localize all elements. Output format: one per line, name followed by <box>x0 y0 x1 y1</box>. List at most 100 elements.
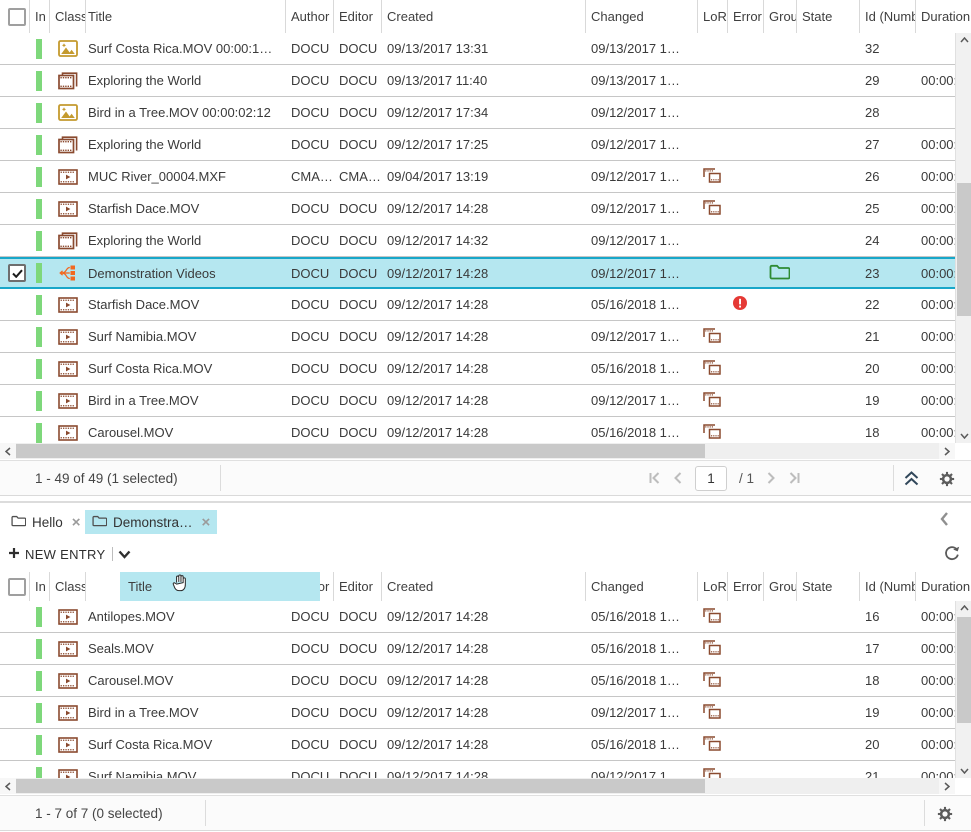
scroll-left-arrow-icon[interactable] <box>0 778 16 794</box>
column-header-state[interactable]: State <box>797 572 860 601</box>
column-header-id[interactable]: Id (Numb <box>860 572 916 601</box>
column-header-error[interactable]: Error <box>728 0 764 33</box>
panel-collapse-button[interactable] <box>939 511 949 532</box>
column-header-created[interactable]: Created <box>382 0 586 33</box>
row-select-cell[interactable] <box>0 633 30 664</box>
column-header-author[interactable]: Author <box>286 0 334 33</box>
scroll-down-arrow-icon[interactable] <box>956 764 971 778</box>
row-select-cell[interactable] <box>0 193 30 224</box>
column-header-id[interactable]: Id (Numb <box>860 0 916 33</box>
scroll-right-arrow-icon[interactable] <box>939 443 955 459</box>
panel-divider[interactable] <box>0 501 971 503</box>
top-horizontal-scrollbar[interactable] <box>0 443 955 459</box>
top-vertical-scrollbar[interactable] <box>955 33 971 443</box>
column-header-select[interactable] <box>0 0 30 33</box>
collapse-panel-button[interactable] <box>903 471 920 489</box>
table-row[interactable]: Exploring the World DOCU DOCU 09/12/2017 14… <box>0 225 955 257</box>
table-row[interactable]: Carousel.MOV DOCU DOCU 09/12/2017 14:28 05/1… <box>0 417 955 443</box>
table-row[interactable]: Bird in a Tree.MOV DOCU DOCU 09/12/2017 14:… <box>0 697 955 729</box>
row-select-cell[interactable] <box>0 225 30 256</box>
column-header-class[interactable]: Class <box>50 0 86 33</box>
column-header-editor[interactable]: Editor <box>334 572 382 601</box>
row-select-cell[interactable] <box>0 761 30 778</box>
table-row[interactable]: Bird in a Tree.MOV 00:00:02:12 DOCU DOCU 09… <box>0 97 955 129</box>
column-header-changed[interactable]: Changed <box>586 0 698 33</box>
row-select-cell[interactable] <box>0 321 30 352</box>
row-select-cell[interactable] <box>0 353 30 384</box>
table-row[interactable]: Antilopes.MOV DOCU DOCU 09/12/2017 14:28 05/… <box>0 601 955 633</box>
table-row[interactable]: Surf Costa Rica.MOV DOCU DOCU 09/12/2017 14… <box>0 729 955 761</box>
row-select-cell[interactable] <box>0 259 30 287</box>
column-header-class[interactable]: Class <box>50 572 86 601</box>
scrollbar-thumb[interactable] <box>16 444 705 458</box>
row-select-cell[interactable] <box>0 289 30 320</box>
scrollbar-thumb[interactable] <box>957 617 971 723</box>
close-icon[interactable]: × <box>71 513 81 531</box>
next-page-button[interactable] <box>766 472 776 484</box>
last-page-button[interactable] <box>788 472 801 484</box>
column-header-created[interactable]: Created <box>382 572 586 601</box>
row-select-cell[interactable] <box>0 729 30 760</box>
row-select-cell[interactable] <box>0 65 30 96</box>
table-row[interactable]: Bird in a Tree.MOV DOCU DOCU 09/12/2017 14:… <box>0 385 955 417</box>
column-header-grou[interactable]: Grou <box>764 0 797 33</box>
row-select-cell[interactable] <box>0 129 30 160</box>
dragged-column-header[interactable]: Title <box>120 572 320 601</box>
scroll-down-arrow-icon[interactable] <box>956 429 971 443</box>
checkbox-checked-icon[interactable] <box>8 264 26 282</box>
tab-demonstration[interactable]: Demonstra… × <box>85 510 218 534</box>
settings-button[interactable] <box>938 470 956 491</box>
row-select-cell[interactable] <box>0 33 30 64</box>
column-header-error[interactable]: Error <box>728 572 764 601</box>
table-row[interactable]: Surf Costa Rica.MOV 00:00:1… DOCU DOCU 09/1… <box>0 33 955 65</box>
tab-hello[interactable]: Hello × <box>4 510 88 534</box>
table-row[interactable]: Surf Namibia.MOV DOCU DOCU 09/12/2017 14:28… <box>0 761 955 778</box>
first-page-button[interactable] <box>648 472 661 484</box>
table-row[interactable]: Seals.MOV DOCU DOCU 09/12/2017 14:28 05/16/2… <box>0 633 955 665</box>
scroll-left-arrow-icon[interactable] <box>0 443 16 459</box>
row-select-cell[interactable] <box>0 697 30 728</box>
new-entry-button[interactable]: NEW ENTRY <box>8 538 131 570</box>
scroll-up-arrow-icon[interactable] <box>956 33 971 47</box>
row-select-cell[interactable] <box>0 161 30 192</box>
column-header-duration[interactable]: Duration <box>916 0 971 33</box>
table-row[interactable]: Carousel.MOV DOCU DOCU 09/12/2017 14:28 05/1… <box>0 665 955 697</box>
table-row[interactable]: Starfish Dace.MOV DOCU DOCU 09/12/2017 14:2… <box>0 289 955 321</box>
page-number-input[interactable]: 1 <box>695 465 727 491</box>
column-header-title[interactable]: Title <box>86 0 286 33</box>
chevron-down-icon[interactable] <box>118 547 131 562</box>
column-header-duration[interactable]: Duration <box>916 572 971 601</box>
column-header-changed[interactable]: Changed <box>586 572 698 601</box>
scroll-right-arrow-icon[interactable] <box>939 778 955 794</box>
column-header-in[interactable]: In <box>30 0 50 33</box>
table-row[interactable]: MUC River_00004.MXF CMA… CMA… 09/04/2017 13… <box>0 161 955 193</box>
close-icon[interactable]: × <box>201 513 211 531</box>
bottom-horizontal-scrollbar[interactable] <box>0 778 955 794</box>
table-row[interactable]: Demonstration Videos DOCU DOCU 09/12/2017 1… <box>0 257 955 289</box>
column-header-editor[interactable]: Editor <box>334 0 382 33</box>
column-header-grou[interactable]: Grou <box>764 572 797 601</box>
table-row[interactable]: Surf Namibia.MOV DOCU DOCU 09/12/2017 14:28… <box>0 321 955 353</box>
table-row[interactable]: Starfish Dace.MOV DOCU DOCU 09/12/2017 14:2… <box>0 193 955 225</box>
column-header-lore[interactable]: LoRe <box>698 0 728 33</box>
select-all-checkbox[interactable] <box>8 577 26 596</box>
column-header-state[interactable]: State <box>797 0 860 33</box>
table-row[interactable]: Exploring the World DOCU DOCU 09/12/2017 17… <box>0 129 955 161</box>
scroll-up-arrow-icon[interactable] <box>956 601 971 615</box>
settings-button[interactable] <box>936 805 954 826</box>
row-select-cell[interactable] <box>0 97 30 128</box>
refresh-button[interactable] <box>943 544 961 567</box>
column-header-lore[interactable]: LoRe <box>698 572 728 601</box>
table-row[interactable]: Surf Costa Rica.MOV DOCU DOCU 09/12/2017 14… <box>0 353 955 385</box>
row-select-cell[interactable] <box>0 385 30 416</box>
previous-page-button[interactable] <box>673 472 683 484</box>
scrollbar-thumb[interactable] <box>16 779 705 793</box>
bottom-vertical-scrollbar[interactable] <box>955 601 971 778</box>
row-select-cell[interactable] <box>0 417 30 443</box>
row-select-cell[interactable] <box>0 601 30 632</box>
table-row[interactable]: Exploring the World DOCU DOCU 09/13/2017 11… <box>0 65 955 97</box>
row-select-cell[interactable] <box>0 665 30 696</box>
select-all-checkbox[interactable] <box>8 7 26 26</box>
scrollbar-thumb[interactable] <box>957 183 971 316</box>
column-header-in[interactable]: In <box>30 572 50 601</box>
